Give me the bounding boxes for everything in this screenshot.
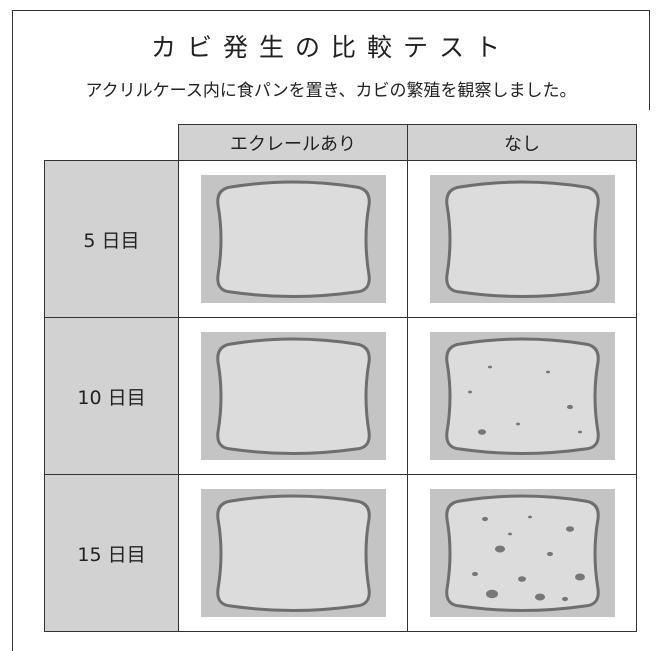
- mold-spot: [507, 532, 512, 536]
- mold-spot: [487, 365, 492, 369]
- mold-spot: [517, 576, 526, 582]
- mold-spot: [545, 370, 550, 374]
- mold-spot: [481, 516, 488, 522]
- mold-spot: [477, 429, 486, 435]
- mold-spot: [546, 551, 553, 557]
- row-label: 10 日目: [44, 317, 179, 475]
- photo-cell: [407, 474, 637, 632]
- column-header: なし: [407, 124, 637, 161]
- bread-photo: [200, 332, 386, 460]
- bread-photo: [200, 175, 386, 303]
- mold-spot: [561, 596, 568, 602]
- bread: [215, 337, 371, 455]
- bread: [444, 337, 600, 455]
- corner-cell: [44, 124, 179, 161]
- mold-spot: [485, 589, 498, 599]
- row-label: 5 日目: [44, 160, 179, 318]
- mold-spot: [494, 545, 505, 553]
- frame: [649, 10, 650, 110]
- bread-photo: [200, 489, 386, 617]
- mold-spot: [566, 404, 573, 410]
- photo-cell: [178, 317, 408, 475]
- title: カビ発生の比較テスト: [150, 33, 511, 62]
- mold-spot: [471, 571, 478, 577]
- mold-spot: [574, 573, 585, 581]
- mold-spot: [577, 430, 582, 434]
- bread: [444, 180, 600, 298]
- photo-cell: [407, 317, 637, 475]
- mold-spot: [515, 422, 520, 426]
- mold-spot: [527, 515, 532, 519]
- mold-spot: [534, 593, 545, 601]
- photo-cell: [407, 160, 637, 318]
- row-label: 15 日目: [44, 474, 179, 632]
- bread-photo: [429, 489, 615, 617]
- photo-cell: [178, 160, 408, 318]
- bread: [444, 494, 600, 612]
- mold-spot: [565, 526, 574, 532]
- bread-photo: [429, 332, 615, 460]
- subtitle: アクリルケース内に食パンを置き、カビの繁殖を観察しました。: [85, 81, 577, 101]
- frame: [12, 10, 13, 651]
- comparison-table: エクレールあり なし 5 日目 10 日目 15 日目: [44, 124, 637, 632]
- frame: [12, 10, 650, 11]
- mold-spot: [467, 390, 472, 394]
- bread: [215, 494, 371, 612]
- bread: [215, 180, 371, 298]
- column-header: エクレールあり: [178, 124, 408, 161]
- bread-photo: [429, 175, 615, 303]
- photo-cell: [178, 474, 408, 632]
